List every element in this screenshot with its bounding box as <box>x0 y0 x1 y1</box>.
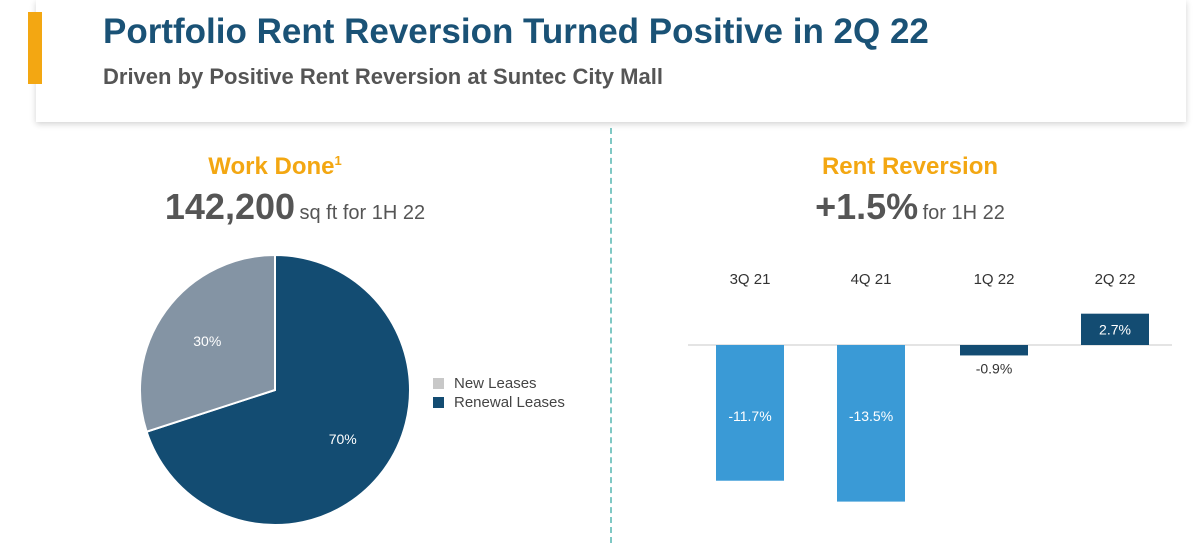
page-subtitle: Driven by Positive Rent Reversion at Sun… <box>103 64 663 89</box>
value-label-4q-21: -13.5% <box>849 408 893 424</box>
work-done-pie-chart: 70% 30% <box>139 253 411 526</box>
work-done-title: Work Done1 <box>140 153 410 181</box>
rent-reversion-value: +1.5% <box>815 186 919 227</box>
pie-legend: New Leases Renewal Leases <box>433 374 565 412</box>
bar-3q-21 <box>716 345 784 481</box>
bar-4q-21 <box>837 345 905 502</box>
value-label-2q-22: 2.7% <box>1099 321 1131 337</box>
rent-reversion-stat: +1.5% for 1H 22 <box>730 186 1090 228</box>
work-done-stat: 142,200 sq ft for 1H 22 <box>120 186 470 228</box>
pie-label-renewal-leases: 70% <box>329 431 357 447</box>
bar-2q-22 <box>1081 313 1149 345</box>
accent-bar <box>28 12 42 84</box>
page-title: Portfolio Rent Reversion Turned Positive… <box>103 12 929 51</box>
work-done-unit: sq ft for 1H 22 <box>299 202 426 224</box>
panel-divider <box>610 128 612 543</box>
legend-item-renewal-leases: Renewal Leases <box>433 393 565 412</box>
rent-reversion-unit: for 1H 22 <box>922 202 1005 224</box>
header-card <box>36 0 1186 122</box>
category-label-1q-22: 1Q 22 <box>974 271 1015 288</box>
category-label-4q-21: 4Q 21 <box>851 271 892 288</box>
category-label-3q-21: 3Q 21 <box>730 271 771 288</box>
rent-reversion-title: Rent Reversion <box>821 153 999 180</box>
value-label-3q-21: -11.7% <box>728 408 771 424</box>
footnote-marker: 1 <box>334 153 342 168</box>
legend-label-new-leases: New Leases <box>454 375 537 392</box>
work-done-title-text: Work Done <box>208 153 335 180</box>
legend-swatch-renewal-leases <box>433 397 444 408</box>
bar-1q-22 <box>960 345 1028 356</box>
value-label-1q-22: -0.9% <box>976 360 1013 376</box>
legend-label-renewal-leases: Renewal Leases <box>454 394 565 411</box>
pie-slice-renewal-leases <box>145 253 411 526</box>
pie-label-new-leases: 30% <box>193 333 221 349</box>
pie-slice-new-leases <box>139 253 276 433</box>
work-done-value: 142,200 <box>164 186 296 227</box>
legend-item-new-leases: New Leases <box>433 374 565 393</box>
rent-reversion-bar-chart: 3Q 21 -11.7% 4Q 21 -13.5% 1Q 22 -0.9% 2Q 22 2.7… <box>688 271 1172 502</box>
category-label-2q-22: 2Q 22 <box>1095 271 1136 288</box>
legend-swatch-new-leases <box>433 378 444 389</box>
